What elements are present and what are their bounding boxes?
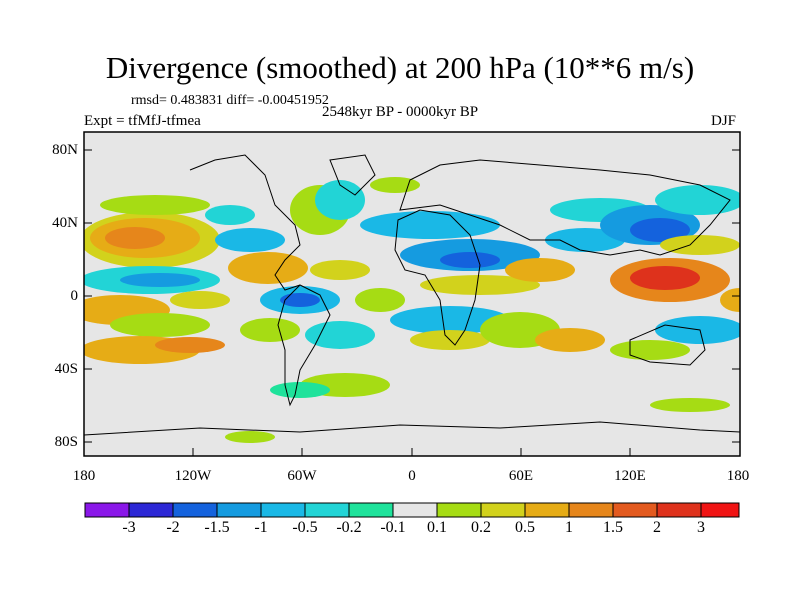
colorbar-swatch-14 (700, 502, 740, 518)
negative-region (280, 293, 320, 307)
negative-region (270, 382, 330, 398)
positive-region (355, 288, 405, 312)
positive-region (660, 235, 740, 255)
colorbar-swatch-9 (480, 502, 526, 518)
x-tick-label: 0 (408, 468, 416, 484)
negative-region (390, 306, 510, 334)
colorbar-label: -3 (122, 519, 136, 536)
negative-region (440, 252, 500, 268)
colorbar-label: 0.2 (471, 519, 491, 536)
colorbar-swatch-13 (656, 502, 702, 518)
positive-region (505, 258, 575, 282)
colorbar-label: -2 (166, 519, 180, 536)
positive-region (105, 227, 165, 249)
north-america-coastline (189, 154, 301, 291)
greenland-coastline (329, 154, 376, 196)
y-tick-label: 40N (52, 215, 78, 231)
negative-region (205, 205, 255, 225)
season-label: DJF (711, 113, 737, 129)
colorbar-swatch-0 (84, 502, 130, 518)
antarctica-coastline (84, 421, 740, 436)
colorbar-label: -1.5 (204, 519, 230, 536)
x-tick-label: 60E (508, 468, 534, 484)
negative-region (120, 273, 200, 287)
colorbar-swatch-1 (128, 502, 174, 518)
positive-region (100, 195, 210, 215)
y-tick-label: 80N (52, 142, 78, 158)
y-tick-label: 40S (54, 361, 78, 377)
colorbar-swatch-3 (216, 502, 262, 518)
positive-region (170, 291, 230, 309)
colorbar-label: 0.5 (515, 519, 535, 536)
negative-region (215, 228, 285, 252)
negative-region (655, 185, 740, 215)
colorbar-swatch-7 (392, 502, 438, 518)
y-tick-label: 80S (54, 434, 78, 450)
colorbar (84, 502, 740, 518)
colorbar-swatch-5 (304, 502, 350, 518)
positive-region (720, 288, 740, 312)
australia-coastline (629, 324, 706, 366)
positive-region (310, 260, 370, 280)
positive-region (155, 337, 225, 353)
positive-region (610, 340, 690, 360)
eurasia-coastline (399, 159, 731, 256)
negative-region (545, 228, 625, 252)
x-tick-label: 180 (72, 468, 96, 484)
x-tick-label: 120W (174, 468, 212, 484)
x-tick-label: 60W (287, 468, 317, 484)
colorbar-label: -1 (254, 519, 268, 536)
positive-region (110, 313, 210, 337)
x-tick-label: 180 (726, 468, 750, 484)
x-tick-label: 120E (614, 468, 646, 484)
colorbar-swatch-10 (524, 502, 570, 518)
colorbar-swatch-11 (568, 502, 614, 518)
south-america-coastline (277, 284, 331, 407)
negative-region (315, 180, 365, 220)
colorbar-label: 2 (653, 519, 661, 536)
negative-region (360, 211, 500, 239)
colorbar-label: 0.1 (427, 519, 447, 536)
positive-region (370, 177, 420, 193)
colorbar-swatch-2 (172, 502, 218, 518)
map-title: Divergence (smoothed) at 200 hPa (10**6 … (105, 50, 695, 85)
colorbar-swatch-6 (348, 502, 394, 518)
period-text: 2548kyr BP - 0000kyr BP (322, 104, 479, 120)
colorbar-label: -0.1 (380, 519, 406, 536)
positive-region (420, 275, 540, 295)
stats-text: rmsd= 0.483831 diff= -0.00451952 (131, 93, 329, 108)
negative-region (630, 218, 690, 242)
positive-region (535, 328, 605, 352)
colorbar-label: -0.5 (292, 519, 318, 536)
colorbar-swatch-8 (436, 502, 482, 518)
colorbar-label: 1 (565, 519, 573, 536)
experiment-label: Expt = tfMfJ-tfmea (84, 113, 201, 129)
positive-region (650, 398, 730, 412)
axis-ticks (83, 149, 741, 456)
colorbar-label: -0.2 (336, 519, 362, 536)
positive-region (228, 252, 308, 284)
positive-region (225, 431, 275, 443)
y-tick-label: 0 (70, 288, 79, 304)
positive-region (240, 318, 300, 342)
africa-coastline (394, 209, 481, 346)
positive-region (630, 266, 700, 290)
coastlines (84, 154, 740, 436)
colorbar-label: 1.5 (603, 519, 623, 536)
colorbar-swatch-12 (612, 502, 658, 518)
colorbar-label: 3 (697, 519, 705, 536)
colorbar-swatch-4 (260, 502, 306, 518)
negative-region (305, 321, 375, 349)
map-field (84, 132, 740, 456)
